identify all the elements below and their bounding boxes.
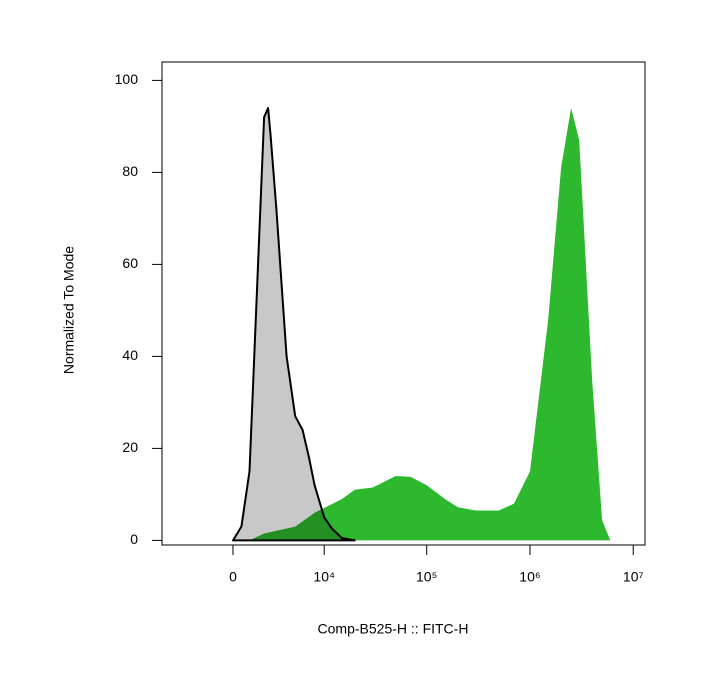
histogram-area <box>232 107 356 542</box>
y-axis-label: Normalized To Mode <box>61 246 77 374</box>
y-tick-label: 40 <box>122 347 138 363</box>
x-tick-label: 10⁶ <box>519 569 540 585</box>
y-tick-label: 80 <box>122 163 138 179</box>
y-tick-label: 20 <box>122 439 138 455</box>
y-tick-label: 60 <box>122 255 138 271</box>
plot-frame <box>161 61 646 546</box>
y-tick-label: 0 <box>130 531 138 547</box>
x-tick-label: 0 <box>229 569 237 585</box>
x-tick-label: 10⁴ <box>313 569 335 585</box>
x-axis-label: Comp-B525-H :: FITC-H <box>318 621 469 637</box>
histogram-area <box>249 108 611 541</box>
x-tick-label: 10⁷ <box>623 569 644 585</box>
x-tick-label: 10⁵ <box>416 569 437 585</box>
y-tick-label: 100 <box>115 71 139 87</box>
